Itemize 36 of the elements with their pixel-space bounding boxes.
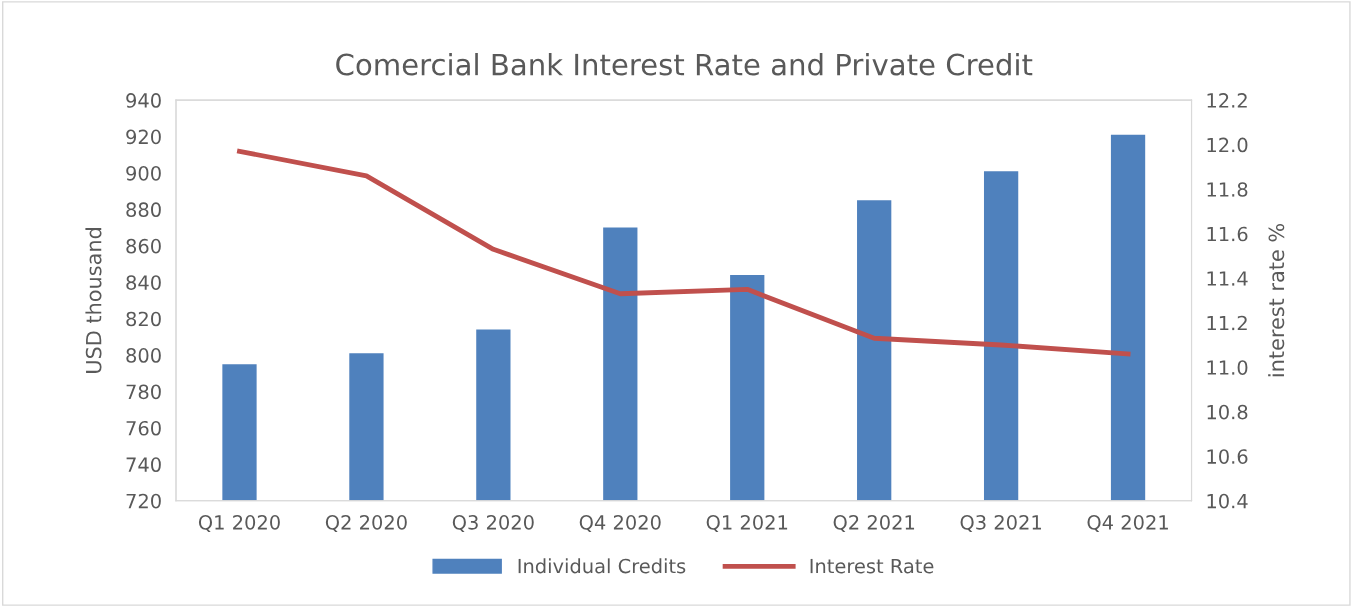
- x-tick-label: Q3 2021: [960, 515, 1041, 532]
- y2-tick-label: 12.2: [1207, 93, 1247, 108]
- legend-label: Interest Rate: [810, 558, 934, 574]
- y2-axis-title: interest rate %: [1268, 223, 1285, 377]
- y-tick-label: 920: [126, 129, 161, 145]
- y-tick-label: 800: [126, 348, 161, 363]
- y-tick-label: 740: [126, 457, 161, 473]
- y2-tick-label: 11.2: [1207, 315, 1247, 331]
- y2-tick-label: 11.8: [1207, 182, 1248, 197]
- x-tick-label: Q2 2021: [833, 515, 915, 532]
- x-tick-label: Q1 2021: [706, 515, 788, 532]
- y-tick-label: 900: [126, 165, 161, 181]
- chart-title: Comercial Bank Interest Rate and Private Credit: [336, 52, 1033, 76]
- x-tick-label: Q2 2020: [325, 515, 407, 532]
- y-tick-label: 860: [126, 238, 161, 254]
- y-tick-label: 880: [126, 202, 161, 218]
- y-tick-label: 820: [126, 311, 161, 327]
- x-tick-label: Q4 2021: [1087, 515, 1168, 532]
- y2-tick-label: 10.8: [1207, 404, 1248, 420]
- y2-tick-label: 12.0: [1207, 137, 1248, 153]
- y2-tick-label: 10.6: [1207, 449, 1248, 464]
- x-tick-label: Q3 2020: [452, 515, 534, 532]
- y2-tick-label: 11.4: [1207, 271, 1248, 286]
- y2-tick-label: 11.6: [1207, 226, 1248, 242]
- x-tick-label: Q4 2020: [579, 515, 661, 532]
- y-tick-label: 720: [126, 493, 161, 509]
- y2-tick-label: 10.4: [1207, 493, 1248, 509]
- y-tick-label: 840: [126, 275, 161, 290]
- x-tick-label: Q1 2020: [198, 515, 280, 532]
- y-axis-title: USD thousand: [85, 228, 102, 373]
- y-tick-label: 760: [126, 420, 161, 436]
- y2-tick-label: 11.0: [1207, 360, 1248, 375]
- y-tick-label: 940: [126, 93, 161, 108]
- line-series: [237, 148, 1131, 357]
- legend-label: Individual Credits: [518, 558, 686, 574]
- y-tick-label: 780: [126, 384, 161, 400]
